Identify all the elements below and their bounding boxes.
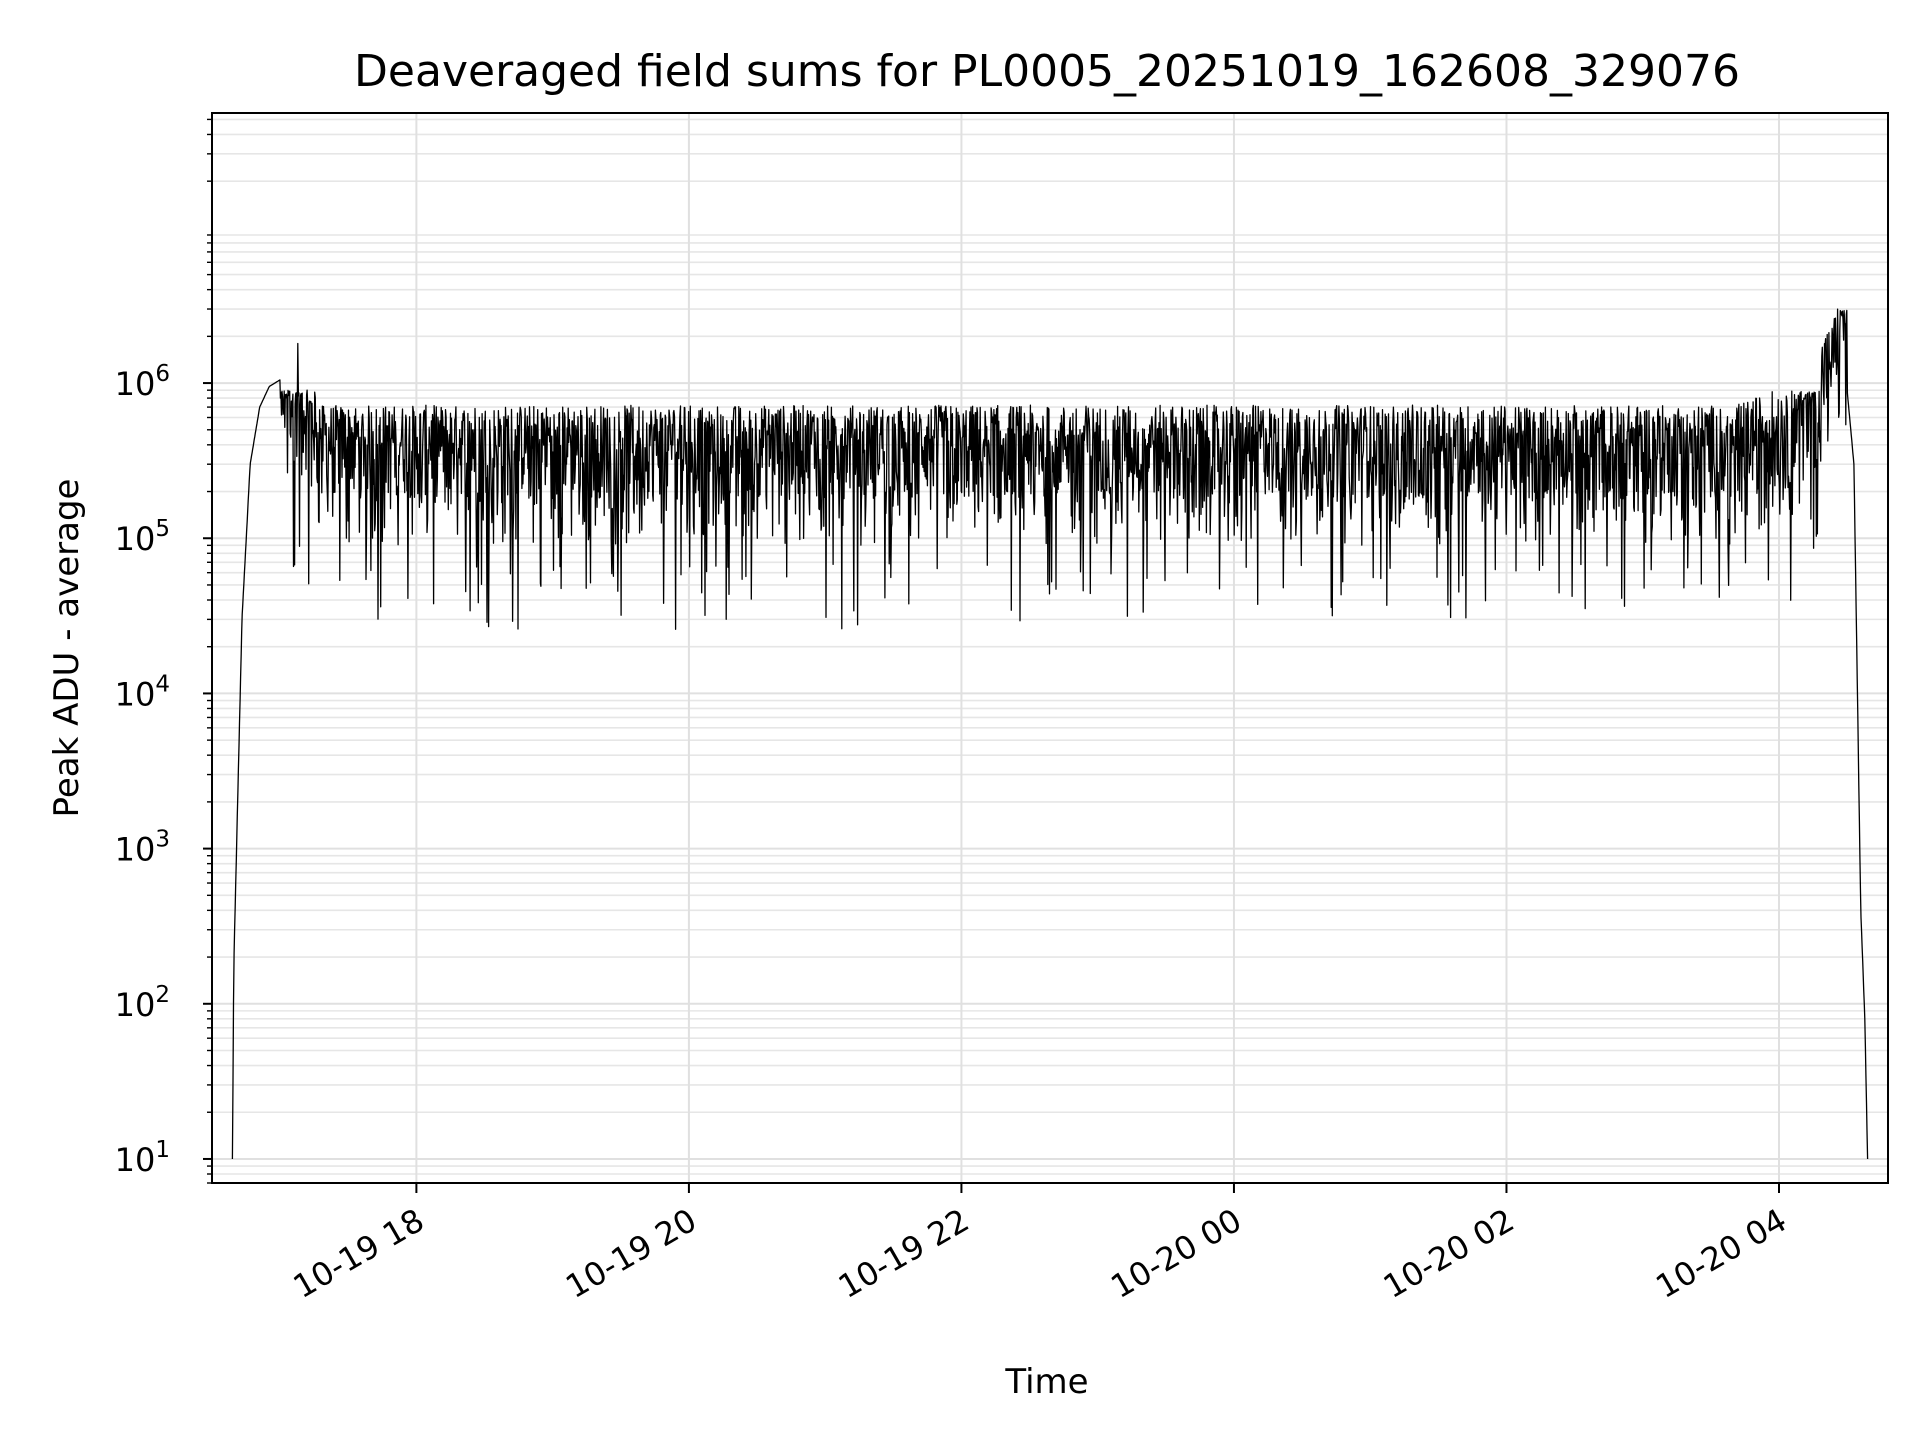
y-axis: 101 102 103 104 105 106 (115, 118, 212, 1184)
y-tick-label: 103 (115, 827, 170, 869)
series-line (231, 308, 1869, 1160)
y-tick-label: 102 (115, 982, 170, 1024)
x-axis: 10-19 18 10-19 20 10-19 22 10-20 00 10-20 02… (287, 1183, 1793, 1306)
y-tick-label: 106 (115, 361, 170, 403)
x-tick-label: 10-19 20 (559, 1201, 703, 1306)
x-tick-label: 10-20 02 (1377, 1201, 1521, 1306)
series-trace (231, 308, 1869, 1160)
grid-lines (212, 113, 1888, 1184)
x-tick-label: 10-19 18 (287, 1201, 431, 1306)
y-axis-label: Peak ADU - average (47, 479, 87, 818)
y-tick-label: 105 (115, 516, 170, 558)
x-tick-label: 10-20 00 (1104, 1201, 1248, 1306)
x-axis-label: Time (1004, 1362, 1088, 1402)
x-tick-label: 10-20 04 (1649, 1201, 1793, 1306)
y-tick-label: 104 (115, 671, 170, 713)
y-tick-label: 101 (115, 1137, 170, 1179)
x-tick-label: 10-19 22 (832, 1201, 976, 1306)
plot-frame (211, 112, 1889, 1184)
chart-title: Deaveraged field sums for PL0005_2025101… (354, 46, 1740, 97)
